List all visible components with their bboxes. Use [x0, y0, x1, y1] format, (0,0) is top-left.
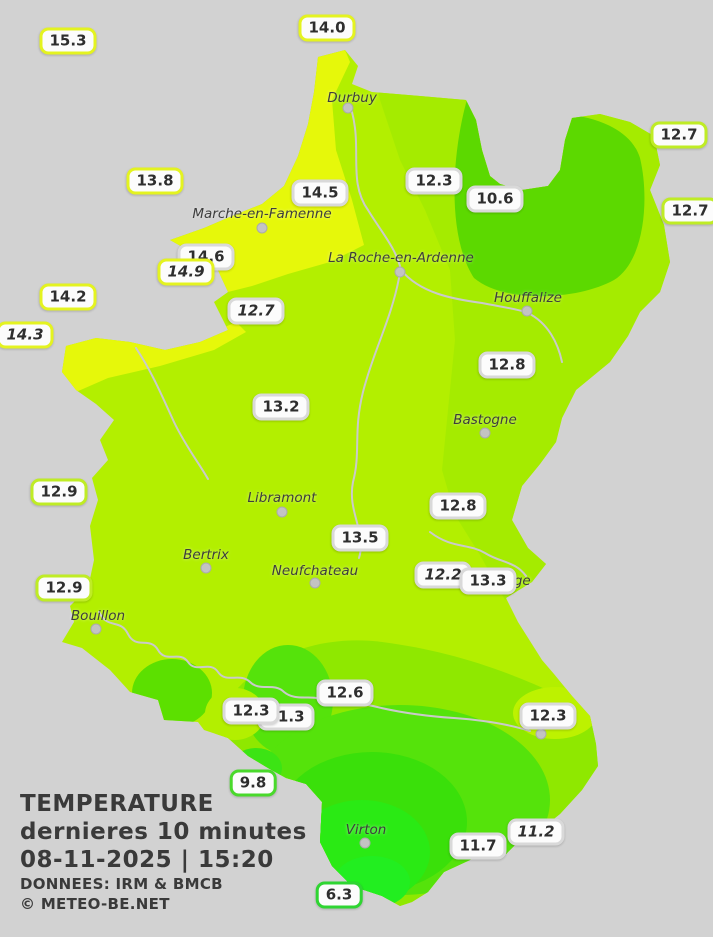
temp-label: 9.8 — [229, 769, 277, 797]
town-dot — [309, 577, 321, 589]
temp-label: 12.9 — [30, 478, 88, 506]
temp-label: 14.5 — [291, 179, 349, 207]
town-label: Libramont — [247, 490, 317, 506]
town-label: Durbuy — [327, 90, 377, 106]
copyright: © METEO-BE.NET — [20, 895, 170, 913]
map-subtitle: dernieres 10 minutes — [20, 819, 307, 845]
temp-label: 12.9 — [35, 574, 93, 602]
town-dot — [342, 102, 354, 114]
town-dot — [479, 427, 491, 439]
temp-label: 12.8 — [478, 351, 536, 379]
temp-label: 14.0 — [298, 14, 356, 42]
temp-label: 11.7 — [449, 832, 507, 860]
town-dot — [90, 623, 102, 635]
temp-label: 12.7 — [661, 197, 713, 225]
temp-label: 12.6 — [316, 679, 374, 707]
town-dot — [359, 837, 371, 849]
town-label: Bastogne — [453, 412, 517, 428]
temp-label: 12.7 — [227, 297, 285, 325]
town-label: Marche-en-Famenne — [192, 206, 332, 222]
temp-label: 6.3 — [315, 881, 363, 909]
temp-label: 13.2 — [252, 393, 310, 421]
town-dot — [256, 222, 268, 234]
town-label: Houffalize — [494, 290, 562, 306]
temp-label: 10.6 — [466, 185, 524, 213]
temp-label: 14.2 — [39, 283, 97, 311]
temp-label: 12.7 — [650, 121, 708, 149]
town-dot — [521, 305, 533, 317]
town-label: Virton — [345, 822, 387, 838]
data-source: DONNEES: IRM & BMCB — [20, 875, 223, 893]
temp-label: 12.3 — [405, 167, 463, 195]
town-label: Neufchateau — [271, 563, 359, 579]
temp-label: 12.8 — [429, 492, 487, 520]
zone-green-southwest-blob — [132, 659, 212, 727]
town-dot — [200, 562, 212, 574]
map-title: TEMPERATURE — [20, 791, 214, 817]
town-dot — [535, 728, 547, 740]
temp-label: 14.6 — [177, 243, 235, 271]
temp-label: 13.8 — [126, 167, 184, 195]
town-label: Bertrix — [183, 547, 229, 563]
town-label: Bouillon — [70, 608, 126, 624]
title-block: TEMPERATURE dernieres 10 minutes 08-11-2… — [20, 790, 307, 914]
town-dot — [394, 266, 406, 278]
temp-label: 15.3 — [39, 27, 97, 55]
town-dot — [276, 506, 288, 518]
zone-yellow-northwest-14 — [170, 50, 364, 292]
temp-label: 13.5 — [331, 524, 389, 552]
river-lines — [98, 111, 563, 732]
temp-label: 11.2 — [507, 818, 565, 846]
temp-label: 14.3 — [0, 321, 54, 349]
temp-label: 13.3 — [459, 567, 517, 595]
map-datetime: 08-11-2025 | 15:20 — [20, 847, 274, 873]
temp-label: 12.3 — [519, 702, 577, 730]
temp-label: 12.3 — [222, 697, 280, 725]
town-label: La Roche-en-Ardenne — [328, 250, 474, 266]
temp-label: 14.9 — [157, 258, 215, 286]
